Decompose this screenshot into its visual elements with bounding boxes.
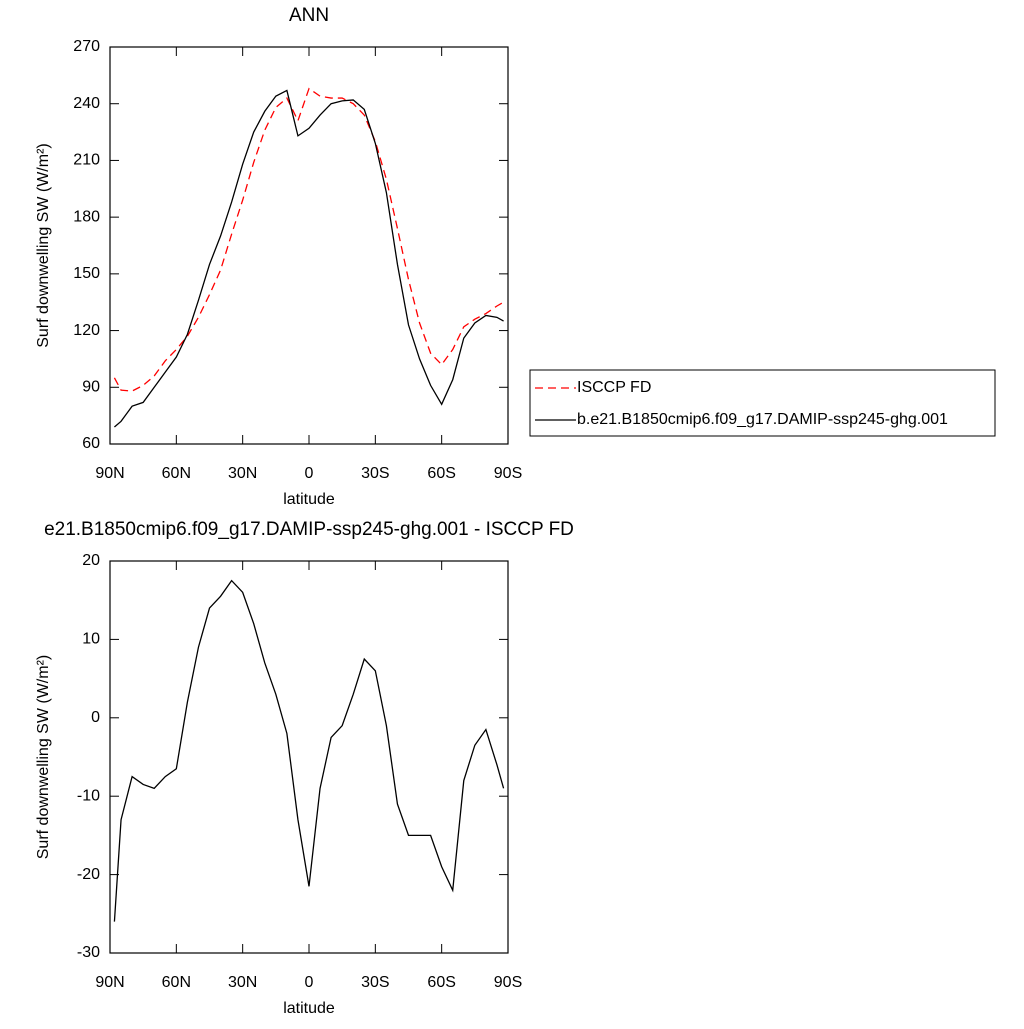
x-tick-label: 30N <box>228 974 257 991</box>
x-tick-label: 90S <box>494 465 522 482</box>
y-tick-label: -30 <box>77 944 100 961</box>
x-tick-label: 60N <box>162 974 191 991</box>
y-tick-label: 240 <box>73 95 100 112</box>
y-tick-label: 180 <box>73 208 100 225</box>
x-tick-label: 60S <box>427 974 455 991</box>
x-axis-label: latitude <box>283 491 335 508</box>
x-tick-label: 90N <box>95 465 124 482</box>
plot-frame <box>109 560 509 954</box>
y-tick-label: -20 <box>77 866 100 883</box>
y-axis-label: Surf downwelling SW (W/m²) <box>35 655 52 859</box>
y-tick-label: 150 <box>73 265 100 282</box>
x-tick-label: 60S <box>427 465 455 482</box>
data-line <box>113 89 504 428</box>
y-tick-label: 10 <box>82 631 100 648</box>
x-tick-label: 60N <box>162 465 191 482</box>
x-axis-label: latitude <box>283 1000 335 1017</box>
chart-title: e21.B1850cmip6.f09_g17.DAMIP-ssp245-ghg.… <box>44 519 574 540</box>
legend-label: ISCCP FD <box>577 379 651 396</box>
y-tick-label: 60 <box>82 435 100 452</box>
legend-box <box>529 369 996 437</box>
plot-frame <box>109 46 509 445</box>
y-tick-label: -10 <box>77 787 100 804</box>
y-tick-label: 0 <box>91 709 100 726</box>
y-tick-label: 270 <box>73 38 100 55</box>
y-tick-label: 210 <box>73 152 100 169</box>
x-tick-label: 90S <box>494 974 522 991</box>
chart-title: ANN <box>289 5 329 26</box>
y-tick-label: 90 <box>82 379 100 396</box>
y-tick-label: 120 <box>73 322 100 339</box>
legend-label: b.e21.B1850cmip6.f09_g17.DAMIP-ssp245-gh… <box>577 411 948 428</box>
x-tick-label: 30N <box>228 465 257 482</box>
x-tick-label: 0 <box>305 465 314 482</box>
x-tick-label: 90N <box>95 974 124 991</box>
y-axis-label: Surf downwelling SW (W/m²) <box>35 143 52 347</box>
y-tick-label: 20 <box>82 552 100 569</box>
data-line <box>113 87 504 392</box>
x-tick-label: 30S <box>361 465 389 482</box>
x-tick-label: 0 <box>305 974 314 991</box>
x-tick-label: 30S <box>361 974 389 991</box>
data-line <box>113 579 505 922</box>
